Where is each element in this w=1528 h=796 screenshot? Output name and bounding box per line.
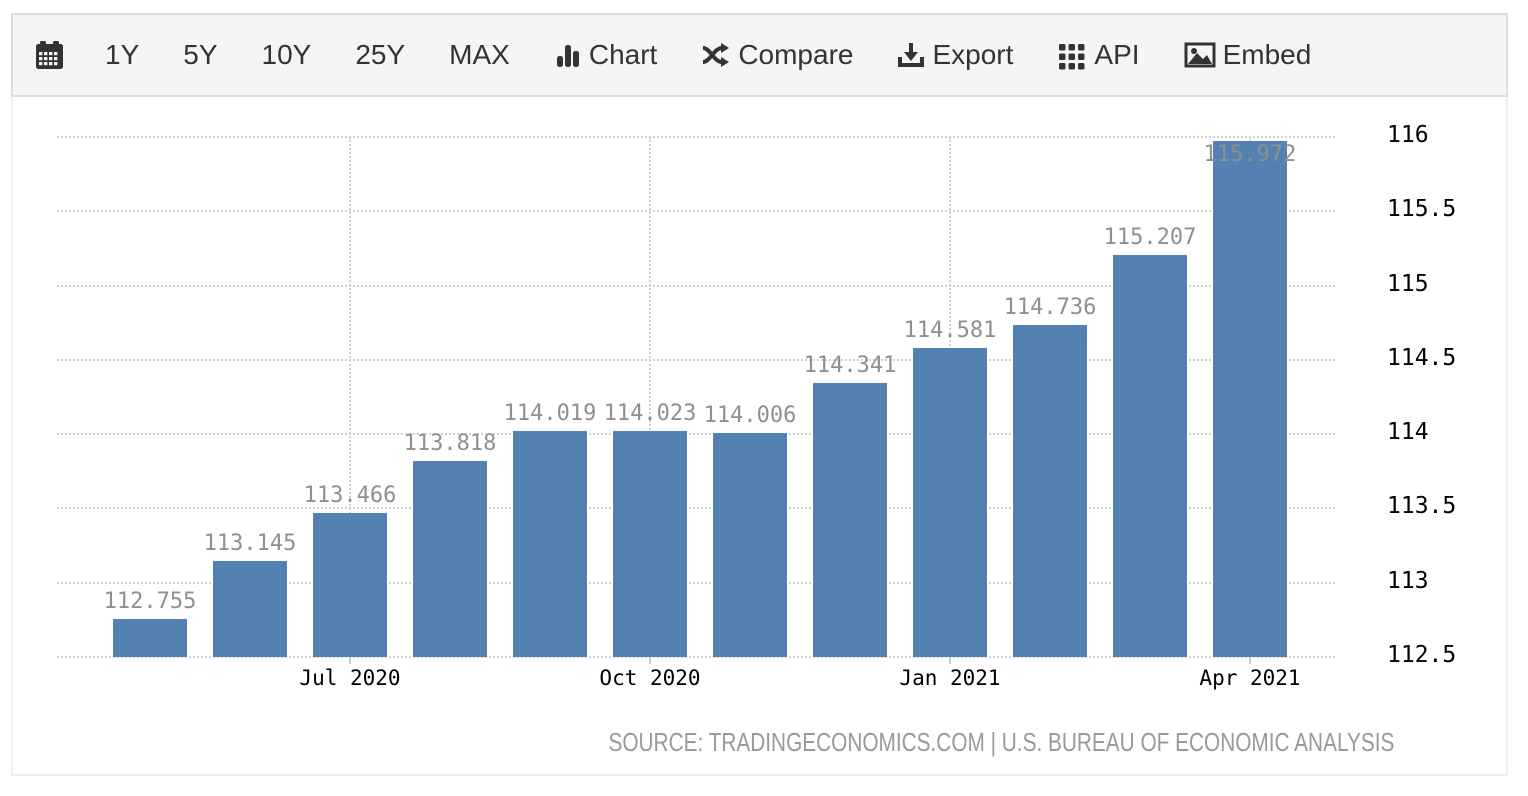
bar[interactable] [513,431,587,657]
calendar-icon [34,40,65,70]
h-gridline [57,284,1335,287]
export-label: Export [932,39,1014,70]
h-gridline [57,433,1335,436]
chart-type-label: Chart [588,39,658,70]
bar-value-label: 114.019 [503,401,597,427]
bar-value-label: 114.581 [903,317,997,343]
range-10y-button[interactable]: 10Y [262,39,312,71]
v-gridline [649,137,651,657]
x-tick-label: Jan 2021 [899,666,1001,690]
bar[interactable] [413,461,487,657]
bar[interactable] [713,433,787,657]
x-tick-mark [1249,657,1251,664]
x-tick-label: Oct 2020 [599,666,701,690]
y-tick-label: 113.5 [1387,493,1457,520]
calendar-button[interactable] [34,40,65,70]
bar[interactable] [1213,141,1287,657]
x-tick-label: Apr 2021 [1199,666,1301,690]
compare-button[interactable]: Compare [701,39,853,71]
bar-value-label: 113.145 [203,531,297,557]
bar-value-label: 112.755 [103,589,197,615]
bar-value-label: 115.972 [1203,142,1297,167]
range-1y-label: 1Y [105,39,140,70]
x-tick-mark [649,657,651,664]
grid-dots-icon [1057,40,1087,70]
api-button[interactable]: API [1057,39,1140,71]
y-tick-label: 114 [1387,419,1429,446]
bar-value-label: 113.466 [303,483,397,509]
export-button[interactable]: Export [897,39,1013,71]
embed-label: Embed [1222,39,1312,70]
chart-type-button[interactable]: Chart [554,39,657,71]
y-tick-label: 115.5 [1387,196,1457,223]
shuffle-icon [701,41,731,69]
x-tick-label: Jul 2020 [299,666,401,690]
source-attribution: SOURCE: TRADINGECONOMICS.COM | U.S. BURE… [608,727,1394,757]
download-icon [897,41,925,69]
bar-chart-icon [554,41,582,69]
bar-value-label: 113.818 [403,431,497,457]
range-max-button[interactable]: MAX [449,39,510,71]
bar[interactable] [913,347,987,657]
bar-value-label: 115.207 [1103,224,1197,250]
bar[interactable] [1113,254,1187,657]
y-tick-label: 112.5 [1387,642,1457,668]
bar-value-label: 114.006 [703,403,797,429]
range-10y-label: 10Y [261,39,312,70]
bar-value-label: 114.736 [1003,294,1097,320]
range-max-label: MAX [449,39,510,70]
chart-toolbar: 1Y 5Y 10Y 25Y MAX Chart [11,13,1508,97]
bar[interactable] [213,561,287,657]
compare-label: Compare [738,39,854,70]
y-tick-label: 113 [1387,567,1429,594]
h-gridline [57,581,1335,584]
chart-area: SOURCE: TRADINGECONOMICS.COM | U.S. BURE… [11,97,1508,776]
bar[interactable] [113,619,187,657]
range-25y-label: 25Y [355,39,406,70]
bar-value-label: 114.023 [603,400,697,426]
h-gridline [57,136,1335,138]
h-gridline [57,507,1335,510]
x-tick-mark [349,657,351,664]
h-gridline [57,210,1335,213]
trading-economics-widget: 1Y 5Y 10Y 25Y MAX Chart [11,13,1508,778]
bar[interactable] [1013,324,1087,657]
bar-value-label: 114.341 [803,353,897,379]
embed-button[interactable]: Embed [1184,39,1312,71]
range-25y-button[interactable]: 25Y [355,39,405,71]
x-tick-mark [949,657,951,664]
v-gridline [349,137,351,657]
y-tick-label: 116 [1387,122,1429,148]
range-5y-button[interactable]: 5Y [183,39,217,71]
h-gridline [57,358,1335,361]
y-tick-label: 114.5 [1387,344,1457,371]
range-1y-button[interactable]: 1Y [105,39,139,71]
bar[interactable] [613,430,687,657]
range-5y-label: 5Y [183,39,218,70]
image-icon [1184,41,1216,69]
y-tick-label: 115 [1387,270,1429,297]
h-gridline [57,656,1335,658]
api-label: API [1094,39,1140,70]
bar[interactable] [313,513,387,657]
bar[interactable] [813,383,887,657]
